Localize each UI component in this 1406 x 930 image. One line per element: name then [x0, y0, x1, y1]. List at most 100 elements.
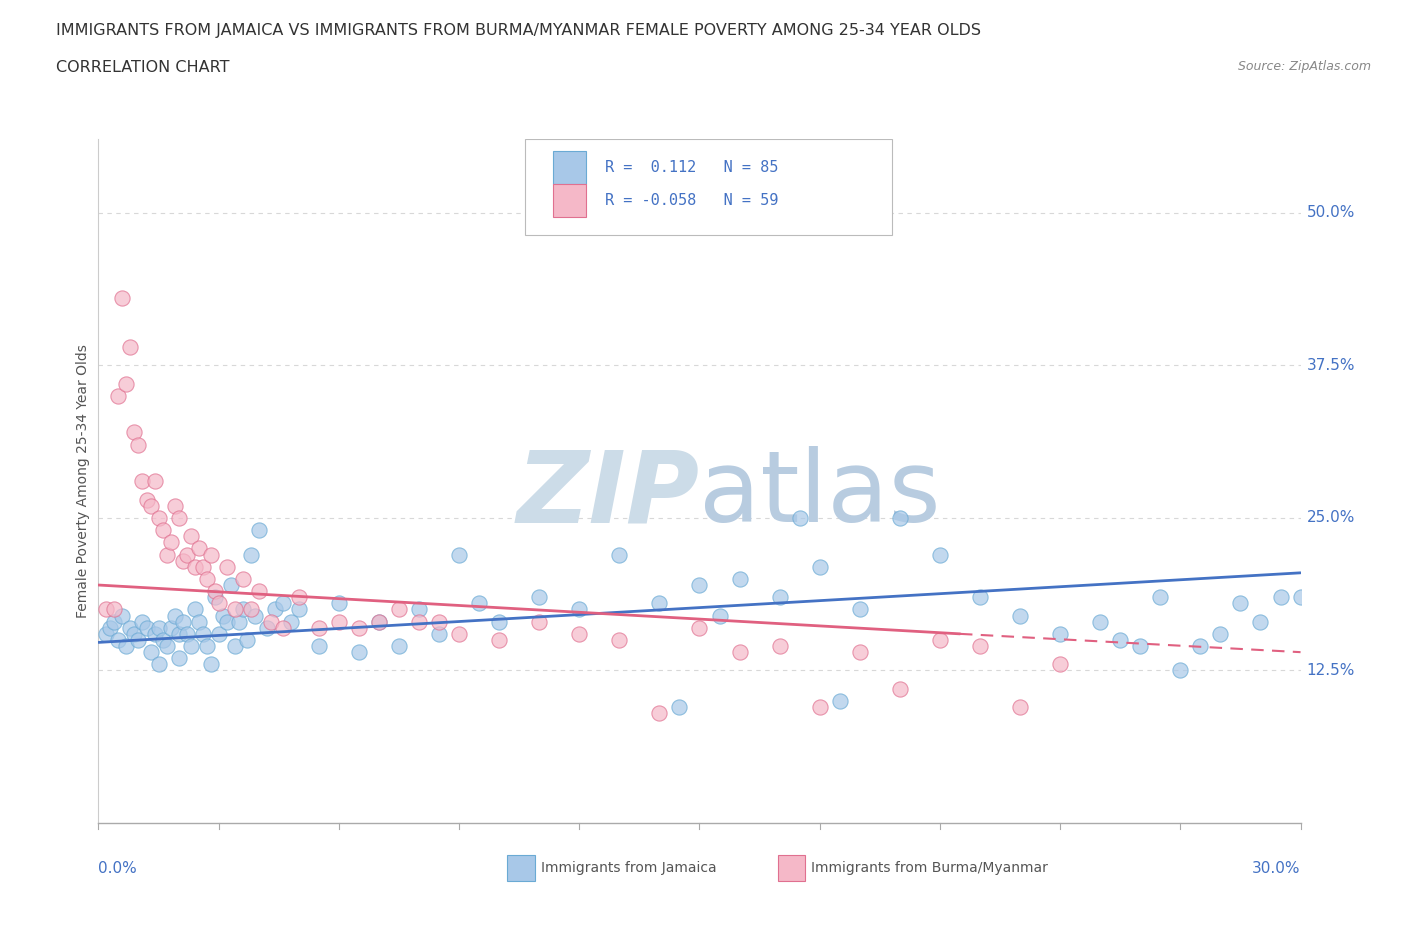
- Y-axis label: Female Poverty Among 25-34 Year Olds: Female Poverty Among 25-34 Year Olds: [76, 344, 90, 618]
- Point: [288, 602, 311, 617]
- Point: [271, 620, 294, 635]
- Bar: [553, 184, 586, 217]
- Text: Immigrants from Burma/Myanmar: Immigrants from Burma/Myanmar: [811, 861, 1047, 875]
- Point: [111, 608, 134, 623]
- Point: [187, 614, 209, 629]
- Text: R = -0.058   N = 59: R = -0.058 N = 59: [605, 193, 778, 207]
- Point: [1270, 590, 1292, 604]
- Point: [889, 682, 911, 697]
- Point: [224, 602, 246, 617]
- Point: [1049, 657, 1071, 671]
- Point: [239, 547, 262, 562]
- Point: [159, 535, 181, 550]
- Point: [1289, 590, 1312, 604]
- Point: [224, 639, 246, 654]
- Point: [96, 627, 118, 642]
- Point: [849, 644, 872, 659]
- Point: [128, 632, 150, 647]
- Point: [143, 627, 166, 642]
- Point: [163, 498, 186, 513]
- Point: [120, 620, 142, 635]
- Point: [191, 559, 214, 574]
- Point: [232, 602, 254, 617]
- Point: [195, 639, 218, 654]
- Point: [191, 627, 214, 642]
- Point: [728, 571, 751, 587]
- Point: [239, 602, 262, 617]
- Point: [208, 596, 231, 611]
- Text: IMMIGRANTS FROM JAMAICA VS IMMIGRANTS FROM BURMA/MYANMAR FEMALE POVERTY AMONG 25: IMMIGRANTS FROM JAMAICA VS IMMIGRANTS FR…: [56, 23, 981, 38]
- Point: [969, 590, 991, 604]
- Point: [768, 639, 790, 654]
- Text: 25.0%: 25.0%: [1306, 511, 1355, 525]
- Point: [148, 657, 170, 671]
- Point: [204, 584, 226, 599]
- Point: [176, 547, 198, 562]
- Point: [103, 602, 125, 617]
- Point: [152, 632, 174, 647]
- Point: [115, 377, 138, 392]
- Point: [1209, 627, 1232, 642]
- Point: [139, 498, 162, 513]
- Point: [488, 614, 510, 629]
- Point: [1010, 699, 1032, 714]
- Point: [280, 614, 302, 629]
- Point: [260, 614, 283, 629]
- Point: [768, 590, 790, 604]
- Point: [195, 571, 218, 587]
- Point: [232, 571, 254, 587]
- Point: [128, 437, 150, 452]
- Point: [183, 559, 205, 574]
- Point: [100, 620, 122, 635]
- Point: [969, 639, 991, 654]
- Point: [368, 614, 391, 629]
- Text: atlas: atlas: [699, 446, 941, 543]
- Point: [468, 596, 491, 611]
- Point: [1088, 614, 1111, 629]
- Point: [155, 547, 177, 562]
- Point: [609, 632, 631, 647]
- Point: [120, 339, 142, 354]
- Point: [1129, 639, 1152, 654]
- Point: [388, 639, 411, 654]
- Point: [609, 547, 631, 562]
- Point: [148, 511, 170, 525]
- Point: [789, 511, 811, 525]
- Point: [427, 614, 450, 629]
- Point: [148, 620, 170, 635]
- Point: [1149, 590, 1171, 604]
- Point: [139, 644, 162, 659]
- Point: [103, 614, 125, 629]
- Point: [152, 523, 174, 538]
- Point: [408, 602, 430, 617]
- Point: [648, 596, 671, 611]
- Point: [648, 706, 671, 721]
- Point: [347, 644, 370, 659]
- Point: [187, 541, 209, 556]
- Point: [159, 620, 181, 635]
- Point: [808, 559, 831, 574]
- Point: [1250, 614, 1272, 629]
- Point: [368, 614, 391, 629]
- Point: [408, 614, 430, 629]
- Point: [131, 474, 153, 489]
- Point: [135, 492, 157, 507]
- Point: [111, 291, 134, 306]
- Point: [889, 511, 911, 525]
- Point: [235, 632, 257, 647]
- Point: [447, 627, 470, 642]
- Point: [96, 602, 118, 617]
- Point: [215, 614, 238, 629]
- Point: [308, 620, 330, 635]
- Bar: [553, 151, 586, 184]
- Point: [172, 553, 194, 568]
- Text: 0.0%: 0.0%: [98, 860, 138, 876]
- Point: [163, 608, 186, 623]
- Point: [568, 627, 591, 642]
- Text: Source: ZipAtlas.com: Source: ZipAtlas.com: [1237, 60, 1371, 73]
- Point: [243, 608, 266, 623]
- Point: [688, 620, 710, 635]
- Point: [488, 632, 510, 647]
- Point: [219, 578, 242, 592]
- Point: [929, 632, 952, 647]
